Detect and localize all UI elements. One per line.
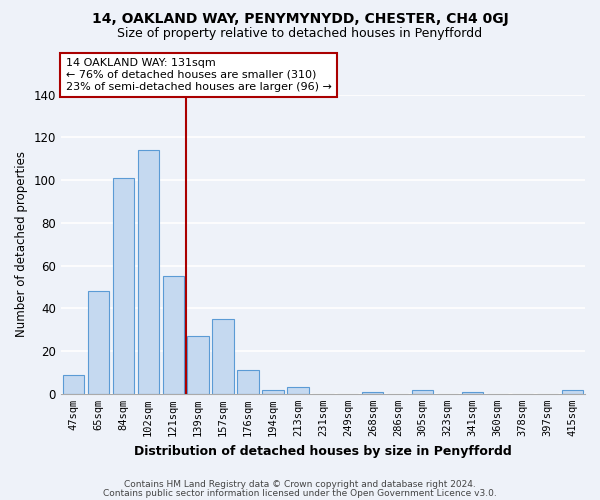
Bar [163, 276, 184, 394]
Bar [187, 336, 209, 394]
Text: 14 OAKLAND WAY: 131sqm
← 76% of detached houses are smaller (310)
23% of semi-de: 14 OAKLAND WAY: 131sqm ← 76% of detached… [66, 58, 332, 92]
Text: 14, OAKLAND WAY, PENYMYNYDD, CHESTER, CH4 0GJ: 14, OAKLAND WAY, PENYMYNYDD, CHESTER, CH… [92, 12, 508, 26]
Bar [562, 390, 583, 394]
Bar [113, 178, 134, 394]
Bar [362, 392, 383, 394]
Bar [238, 370, 259, 394]
X-axis label: Distribution of detached houses by size in Penyffordd: Distribution of detached houses by size … [134, 444, 512, 458]
Text: Contains HM Land Registry data © Crown copyright and database right 2024.: Contains HM Land Registry data © Crown c… [124, 480, 476, 489]
Bar [212, 319, 233, 394]
Bar [137, 150, 159, 394]
Bar [412, 390, 433, 394]
Text: Size of property relative to detached houses in Penyffordd: Size of property relative to detached ho… [118, 28, 482, 40]
Text: Contains public sector information licensed under the Open Government Licence v3: Contains public sector information licen… [103, 488, 497, 498]
Bar [262, 390, 284, 394]
Bar [287, 388, 308, 394]
Bar [62, 374, 84, 394]
Bar [88, 291, 109, 394]
Y-axis label: Number of detached properties: Number of detached properties [15, 151, 28, 337]
Bar [462, 392, 483, 394]
